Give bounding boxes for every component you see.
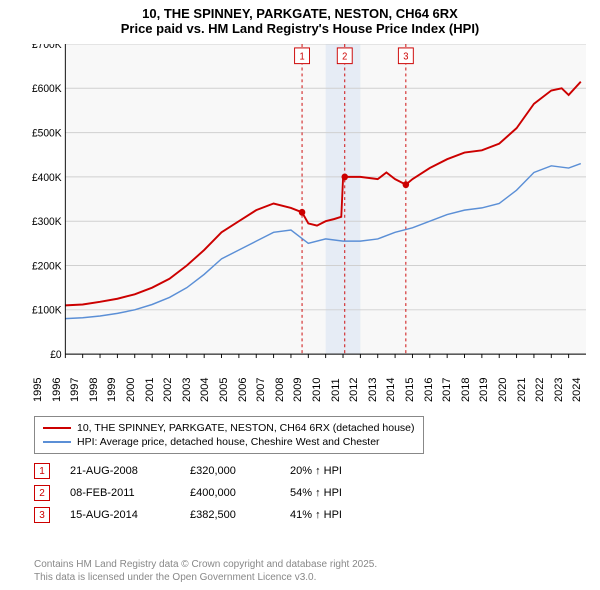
x-axis-ticks: 1995 1996 1997 1998 1999 2000 2001 2002 2003 2004… <box>28 362 586 412</box>
x-tick-label: 2016 <box>423 378 435 402</box>
sale-marker-delta: 20% ↑ HPI <box>290 465 342 477</box>
x-tick-label: 2015 <box>404 378 416 402</box>
x-tick-label: 2002 <box>162 378 174 402</box>
x-tick-label: 2022 <box>534 378 546 402</box>
svg-text:£500K: £500K <box>32 127 62 139</box>
sale-marker-date: 21-AUG-2008 <box>70 465 170 477</box>
x-tick-label: 2010 <box>311 378 323 402</box>
legend-row-hpi: HPI: Average price, detached house, Ches… <box>43 435 415 449</box>
x-tick-label: 2004 <box>199 378 211 402</box>
sale-marker-delta: 54% ↑ HPI <box>290 487 342 499</box>
svg-text:£300K: £300K <box>32 216 62 228</box>
sale-marker-price: £382,500 <box>190 509 270 521</box>
legend-label-hpi: HPI: Average price, detached house, Ches… <box>77 436 380 448</box>
sale-marker-row: 2 08-FEB-2011 £400,000 54% ↑ HPI <box>34 482 342 504</box>
x-tick-label: 2011 <box>330 378 342 402</box>
footer-attribution: Contains HM Land Registry data © Crown c… <box>34 558 377 584</box>
x-tick-label: 2014 <box>385 378 397 402</box>
chart-title-line2: Price paid vs. HM Land Registry's House … <box>0 21 600 40</box>
x-tick-label: 2009 <box>292 378 304 402</box>
x-tick-label: 2001 <box>144 378 156 402</box>
sale-marker-price: £320,000 <box>190 465 270 477</box>
legend-label-price: 10, THE SPINNEY, PARKGATE, NESTON, CH64 … <box>77 422 415 434</box>
x-tick-label: 2013 <box>367 378 379 402</box>
footer-line1: Contains HM Land Registry data © Crown c… <box>34 558 377 571</box>
x-tick-label: 2018 <box>460 378 472 402</box>
x-tick-label: 2005 <box>218 378 230 402</box>
legend-swatch-price <box>43 427 71 429</box>
x-tick-label: 2012 <box>348 378 360 402</box>
price-chart: 1 2 3 £0 £100K £200K £300K £400K £500K £600K £700K <box>28 44 586 360</box>
x-tick-label: 2017 <box>441 378 453 402</box>
x-tick-label: 1998 <box>88 378 100 402</box>
svg-text:£200K: £200K <box>32 260 62 272</box>
x-tick-label: 1995 <box>32 378 44 402</box>
footer-line2: This data is licensed under the Open Gov… <box>34 571 377 584</box>
sale-marker-badge: 2 <box>34 485 50 501</box>
x-tick-label: 2023 <box>553 378 565 402</box>
x-tick-label: 2021 <box>516 378 528 402</box>
x-tick-label: 1996 <box>51 378 63 402</box>
x-tick-label: 2020 <box>497 378 509 402</box>
legend-swatch-hpi <box>43 441 71 443</box>
svg-text:3: 3 <box>403 52 408 63</box>
x-tick-label: 1997 <box>69 378 81 402</box>
sale-marker-date: 15-AUG-2014 <box>70 509 170 521</box>
sale-marker-delta: 41% ↑ HPI <box>290 509 342 521</box>
sale-markers-table: 1 21-AUG-2008 £320,000 20% ↑ HPI 2 08-FEB-201… <box>34 460 342 526</box>
x-tick-label: 2024 <box>571 378 583 402</box>
svg-text:2: 2 <box>342 52 347 63</box>
x-tick-label: 2007 <box>255 378 267 402</box>
sale-marker-badge: 3 <box>34 507 50 523</box>
sale-marker-price: £400,000 <box>190 487 270 499</box>
x-tick-label: 1999 <box>106 378 118 402</box>
x-tick-label: 2006 <box>237 378 249 402</box>
x-tick-label: 2019 <box>478 378 490 402</box>
sale-marker-row: 1 21-AUG-2008 £320,000 20% ↑ HPI <box>34 460 342 482</box>
sale-marker-badge: 1 <box>34 463 50 479</box>
sale-marker-date: 08-FEB-2011 <box>70 487 170 499</box>
chart-title-line1: 10, THE SPINNEY, PARKGATE, NESTON, CH64 … <box>0 0 600 21</box>
chart-legend: 10, THE SPINNEY, PARKGATE, NESTON, CH64 … <box>34 416 424 454</box>
sale-marker-row: 3 15-AUG-2014 £382,500 41% ↑ HPI <box>34 504 342 526</box>
svg-text:£0: £0 <box>50 349 62 360</box>
legend-row-price: 10, THE SPINNEY, PARKGATE, NESTON, CH64 … <box>43 421 415 435</box>
svg-text:£600K: £600K <box>32 83 62 95</box>
x-tick-label: 2008 <box>274 378 286 402</box>
svg-text:1: 1 <box>299 52 304 63</box>
svg-text:£100K: £100K <box>32 305 62 317</box>
x-tick-label: 2003 <box>181 378 193 402</box>
x-tick-label: 2000 <box>125 378 137 402</box>
svg-text:£400K: £400K <box>32 172 62 184</box>
svg-text:£700K: £700K <box>32 44 62 51</box>
